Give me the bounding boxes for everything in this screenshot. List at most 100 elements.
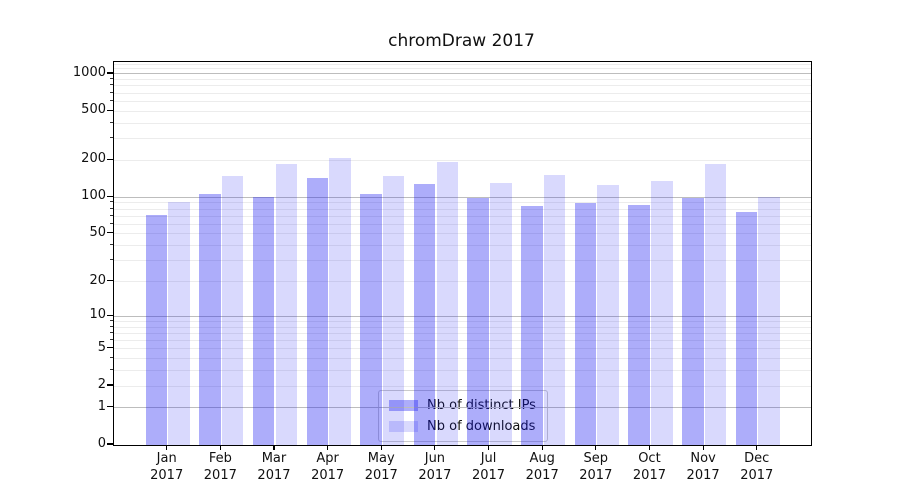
x-tick-label: Aug 2017 (510, 450, 574, 484)
y-tick-label: 20 (89, 272, 106, 288)
gridline-minor (114, 215, 811, 217)
bar-downloads (597, 185, 619, 445)
gridline-minor (114, 110, 811, 112)
x-tick-mark (380, 445, 382, 451)
y-tick-label: 5 (97, 339, 106, 355)
x-tick-mark (487, 445, 490, 451)
bar-downloads (490, 182, 512, 445)
y-tick-mark (107, 232, 113, 234)
bar-distinct-ips (682, 198, 704, 445)
y-tick-label: 1000 (72, 64, 106, 80)
y-tick-mark-minor (110, 137, 113, 139)
bar-downloads (704, 164, 727, 445)
legend-label-distinct-ips: Nb of distinct IPs (427, 398, 536, 413)
x-tick-mark (219, 445, 221, 451)
y-tick-mark (107, 158, 113, 160)
gridline-minor (114, 100, 811, 102)
gridline-minor (114, 159, 811, 161)
bar-downloads (275, 163, 298, 445)
gridline-minor (114, 358, 811, 360)
gridline-minor (114, 326, 811, 328)
y-tick-mark (107, 384, 113, 386)
gridline-major (114, 407, 811, 409)
bar-distinct-ips (199, 194, 221, 445)
y-tick-mark-minor (110, 222, 113, 224)
gridline-minor (114, 385, 811, 387)
x-tick-year: 2017 (364, 468, 398, 483)
gridline-minor (114, 85, 811, 87)
legend-item-downloads: Nb of downloads (389, 419, 536, 434)
plot-area: Nb of distinct IPs Nb of downloads (113, 61, 812, 446)
gridline-minor (114, 208, 811, 210)
bar-downloads (221, 175, 244, 445)
gridline-minor (114, 245, 811, 247)
bar-distinct-ips (574, 203, 597, 445)
x-tick-mark (327, 445, 329, 451)
bar-downloads (436, 162, 458, 445)
x-tick-mark (756, 445, 758, 451)
x-tick-month: Oct (638, 451, 661, 466)
x-tick-label: Feb 2017 (188, 450, 252, 484)
gridline-minor (114, 281, 811, 282)
gridline-minor (114, 79, 811, 81)
x-tick-month: Aug (529, 451, 555, 466)
gridline-major (114, 196, 811, 198)
chart-title: chromDraw 2017 (388, 31, 535, 51)
x-tick-label: Jun 2017 (403, 450, 467, 484)
y-tick-mark-minor (110, 244, 113, 246)
gridline-minor (114, 223, 811, 225)
y-tick-label: 0 (97, 436, 106, 451)
x-tick-month: May (367, 451, 395, 466)
x-tick-label: Apr 2017 (296, 450, 360, 484)
y-tick-mark (107, 109, 113, 111)
y-tick-mark-minor (110, 78, 113, 80)
y-tick-mark (107, 347, 113, 349)
x-tick-month: Sep (583, 451, 609, 466)
legend-label-downloads: Nb of downloads (427, 419, 536, 434)
x-tick-year: 2017 (257, 468, 291, 483)
gridline-major (114, 315, 811, 317)
x-tick-year: 2017 (471, 468, 506, 483)
bar-distinct-ips (628, 204, 650, 445)
bar-distinct-ips (360, 194, 382, 445)
x-tick-label: Mar 2017 (242, 450, 306, 484)
x-tick-label: Jul 2017 (457, 450, 521, 484)
y-tick-mark (107, 314, 113, 316)
bar-downloads (651, 181, 673, 445)
gridline-minor (114, 68, 811, 70)
y-tick-mark-minor (110, 121, 113, 123)
y-tick-mark (107, 195, 113, 197)
y-tick-mark-minor (110, 325, 113, 327)
gridline-minor (114, 92, 811, 94)
gridline-minor (114, 233, 811, 235)
legend-swatch-downloads (389, 421, 418, 432)
x-tick-month: Dec (744, 451, 770, 466)
x-tick-year: 2017 (686, 468, 720, 483)
y-tick-mark (107, 443, 113, 445)
x-tick-year: 2017 (579, 468, 613, 483)
gridline-minor (114, 122, 811, 124)
y-tick-mark-minor (110, 201, 113, 203)
x-tick-label: May 2017 (349, 450, 413, 484)
gridline-minor (114, 370, 811, 372)
x-tick-month: Apr (316, 451, 339, 466)
bar-distinct-ips (306, 177, 329, 445)
bar-downloads (758, 196, 780, 445)
y-tick-label: 200 (81, 151, 106, 167)
bar-distinct-ips (521, 205, 543, 445)
bar-distinct-ips (145, 214, 168, 445)
x-tick-mark (166, 445, 168, 451)
gridline-minor (114, 138, 811, 140)
gridline-major (114, 73, 811, 75)
x-tick-year: 2017 (150, 468, 184, 483)
y-tick-mark-minor (110, 319, 113, 321)
y-tick-mark-minor (110, 331, 113, 333)
y-tick-label: 500 (81, 102, 106, 118)
gridline-minor (114, 348, 811, 350)
x-tick-month: Nov (690, 451, 716, 466)
y-tick-label: 50 (89, 224, 106, 240)
gridline-minor (114, 260, 811, 262)
y-tick-mark (107, 279, 113, 282)
bar-downloads (382, 175, 405, 445)
